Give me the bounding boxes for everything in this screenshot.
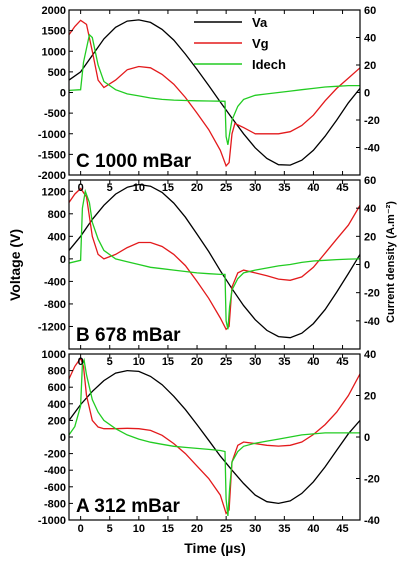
y2tick-label: -40 xyxy=(364,316,380,328)
series-idech-panel-C xyxy=(69,33,360,145)
xtick-label: 25 xyxy=(220,523,232,535)
y2tick-label: 20 xyxy=(364,231,376,243)
ytick-label: -2000 xyxy=(38,170,66,182)
xtick-label: 20 xyxy=(191,523,203,535)
y2tick-label: -20 xyxy=(364,474,380,486)
legend-label-vg: Vg xyxy=(252,36,269,51)
ytick-label: -1000 xyxy=(38,129,66,141)
ytick-label: 1200 xyxy=(42,186,66,198)
xtick-label-top: 0 xyxy=(78,356,84,368)
series-idech-panel-B xyxy=(69,188,360,330)
ytick-label: -500 xyxy=(44,108,66,120)
xtick-label-top: 45 xyxy=(336,182,348,194)
ytick-label: 200 xyxy=(48,415,66,427)
panel-A: 10008006004002000-200-400-600-800-100040… xyxy=(38,349,380,535)
xtick-label-top: 25 xyxy=(220,182,232,194)
series-va-panel-A xyxy=(69,369,360,505)
ytick-label: 400 xyxy=(48,231,66,243)
ytick-label: 0 xyxy=(60,254,66,266)
y2tick-label: 0 xyxy=(364,88,370,100)
series-va-panel-B xyxy=(69,183,360,339)
y2tick-label: 20 xyxy=(364,60,376,72)
xtick-label: 0 xyxy=(78,523,84,535)
y2tick-label: 40 xyxy=(364,349,376,361)
xtick-label-top: 0 xyxy=(78,182,84,194)
ytick-label: -800 xyxy=(44,299,66,311)
y2tick-label: 40 xyxy=(364,203,376,215)
xtick-label-top: 20 xyxy=(191,356,203,368)
series-idech-panel-A xyxy=(69,357,360,516)
xtick-label-top: 5 xyxy=(107,356,113,368)
xtick-label: 15 xyxy=(162,523,174,535)
ytick-label: 600 xyxy=(48,382,66,394)
xtick-label-top: 45 xyxy=(336,356,348,368)
ytick-label: 1500 xyxy=(42,26,66,38)
y2tick-label: -20 xyxy=(364,288,380,300)
ytick-label: -800 xyxy=(44,498,66,510)
legend-label-idech: Idech xyxy=(252,57,286,72)
y-axis-label-right: Current density (A.m⁻²) xyxy=(385,201,397,323)
ytick-label: 500 xyxy=(48,67,66,79)
panel-label-B: B 678 mBar xyxy=(76,325,181,346)
xtick-label-top: 40 xyxy=(307,356,319,368)
ytick-label: 800 xyxy=(48,209,66,221)
xtick-label: 10 xyxy=(133,523,145,535)
ytick-label: 1000 xyxy=(42,349,66,361)
xtick-label-top: 15 xyxy=(162,182,174,194)
xtick-label-top: 10 xyxy=(133,356,145,368)
y2tick-label: -20 xyxy=(364,115,380,127)
y2tick-label: 40 xyxy=(364,33,376,45)
ytick-label: -200 xyxy=(44,449,66,461)
ytick-label: 2000 xyxy=(42,5,66,17)
xtick-label-top: 25 xyxy=(220,356,232,368)
xtick-label: 5 xyxy=(107,523,113,535)
x-axis-label: Time (µs) xyxy=(184,540,246,556)
ytick-label: -1200 xyxy=(38,321,66,333)
xtick-label-top: 30 xyxy=(249,356,261,368)
legend-label-va: Va xyxy=(252,15,268,30)
panel-label-C: C 1000 mBar xyxy=(76,151,192,172)
ytick-label: 800 xyxy=(48,366,66,378)
y2tick-label: -40 xyxy=(364,515,380,527)
panel-C: 2000 1500 1000 500 0 -500 -1000 -1500 -2000 60 40 2… xyxy=(38,5,380,182)
ytick-label: 0 xyxy=(60,432,66,444)
xtick-label: 45 xyxy=(336,523,348,535)
legend: Va Vg Idech xyxy=(194,15,286,72)
ytick-label: -1500 xyxy=(38,149,66,161)
series-vg-panel-B xyxy=(69,187,360,331)
ytick-label: 1000 xyxy=(42,46,66,58)
y2tick-label: 0 xyxy=(364,260,370,272)
ytick-label: -400 xyxy=(44,465,66,477)
xtick-label-top: 35 xyxy=(278,356,290,368)
xtick-label-top: 30 xyxy=(249,182,261,194)
xtick-label: 35 xyxy=(278,523,290,535)
xtick-label: 40 xyxy=(307,523,319,535)
ytick-label: -600 xyxy=(44,482,66,494)
xtick-label-top: 35 xyxy=(278,182,290,194)
series-vg-panel-C xyxy=(69,19,360,168)
y-axis-label-left: Voltage (V) xyxy=(7,229,23,301)
series-vg-panel-A xyxy=(69,356,360,515)
y2tick-label: 20 xyxy=(364,391,376,403)
xtick-label-top: 5 xyxy=(107,182,113,194)
xtick-label-top: 20 xyxy=(191,182,203,194)
xtick-label-top: 40 xyxy=(307,182,319,194)
panel-label-A: A 312 mBar xyxy=(76,496,180,517)
y2tick-label: 0 xyxy=(364,432,370,444)
xtick-label: 30 xyxy=(249,523,261,535)
y2tick-label: 60 xyxy=(364,175,376,187)
ytick-label: -1000 xyxy=(38,515,66,527)
ytick-label: -400 xyxy=(44,276,66,288)
xtick-label-top: 10 xyxy=(133,182,145,194)
ytick-label: 0 xyxy=(60,88,66,100)
series-va-panel-C xyxy=(69,19,360,166)
y2tick-label: 60 xyxy=(364,5,376,17)
y2tick-label: -40 xyxy=(364,143,380,155)
xtick-label-top: 15 xyxy=(162,356,174,368)
ytick-label: 400 xyxy=(48,399,66,411)
